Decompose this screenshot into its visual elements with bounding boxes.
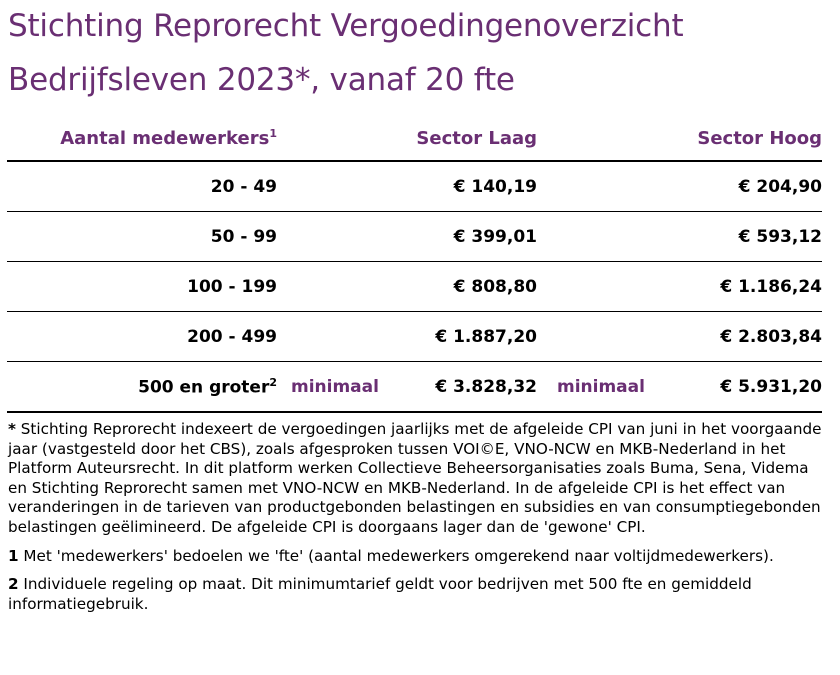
footnote-2: 2 Individuele regeling op maat. Dit mini… <box>8 575 826 614</box>
page-subtitle: Bedrijfsleven 2023*, vanaf 20 fte <box>8 62 515 98</box>
header-sector-high: Sector Hoog <box>537 116 822 162</box>
cell-sector-high: € 593,12 <box>537 211 822 262</box>
cell-sector-high: minimaal € 5.931,20 <box>537 361 822 413</box>
page-title: Stichting Reprorecht Vergoedingenoverzic… <box>8 8 684 44</box>
footnote-marker: * <box>8 420 16 438</box>
cell-sector-low: minimaal € 3.828,32 <box>277 361 537 413</box>
table-row: 100 - 199 € 808,80 € 1.186,24 <box>7 261 822 312</box>
minimum-value-high: € 5.931,20 <box>720 376 822 397</box>
header-sector-low: Sector Laag <box>277 116 537 162</box>
cell-sector-low: € 808,80 <box>277 261 537 312</box>
minimum-label-low: minimaal <box>291 376 379 397</box>
fee-table: Aantal medewerkers1 Sector Laag Sector H… <box>7 116 822 413</box>
footnotes: * Stichting Reprorecht indexeert de verg… <box>8 420 826 623</box>
table-row: 50 - 99 € 399,01 € 593,12 <box>7 211 822 262</box>
footnote-1: 1 Met 'medewerkers' bedoelen we 'fte' (a… <box>8 547 826 567</box>
minimum-value-low: € 3.828,32 <box>435 376 537 397</box>
cell-employees: 50 - 99 <box>7 211 277 262</box>
header-employees: Aantal medewerkers1 <box>7 116 277 162</box>
minimum-label-high: minimaal <box>557 376 645 397</box>
cell-employees-label: 500 en groter <box>138 377 270 398</box>
cell-employees: 200 - 499 <box>7 311 277 362</box>
cell-sector-high: € 204,90 <box>537 161 822 212</box>
table-row-last: 500 en groter2 minimaal € 3.828,32 minim… <box>7 361 822 413</box>
cell-employees: 500 en groter2 <box>7 361 277 413</box>
cell-sector-high: € 2.803,84 <box>537 311 822 362</box>
footnote-ref-1: 1 <box>269 127 277 140</box>
table-row: 200 - 499 € 1.887,20 € 2.803,84 <box>7 311 822 362</box>
header-employees-label: Aantal medewerkers <box>60 128 270 149</box>
cell-sector-high: € 1.186,24 <box>537 261 822 312</box>
footnote-indexation: * Stichting Reprorecht indexeert de verg… <box>8 420 826 538</box>
cell-employees: 20 - 49 <box>7 161 277 212</box>
footnote-text: Stichting Reprorecht indexeert de vergoe… <box>8 420 822 536</box>
footnote-marker: 2 <box>8 575 19 594</box>
cell-sector-low: € 140,19 <box>277 161 537 212</box>
table-row: 20 - 49 € 140,19 € 204,90 <box>7 161 822 212</box>
footnote-text: Individuele regeling op maat. Dit minimu… <box>8 575 752 613</box>
cell-sector-low: € 1.887,20 <box>277 311 537 362</box>
cell-sector-low: € 399,01 <box>277 211 537 262</box>
cell-employees: 100 - 199 <box>7 261 277 312</box>
footnote-marker: 1 <box>8 546 19 565</box>
table-header-row: Aantal medewerkers1 Sector Laag Sector H… <box>7 116 822 162</box>
footnote-ref-2: 2 <box>269 375 277 389</box>
footnote-text: Met 'medewerkers' bedoelen we 'fte' (aan… <box>18 546 774 565</box>
